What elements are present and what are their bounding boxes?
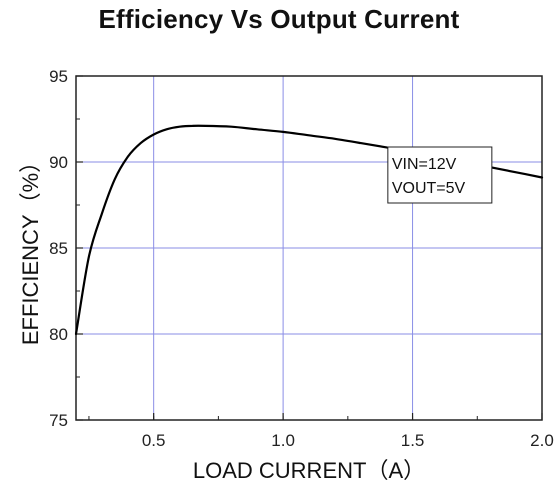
annotation-box: VIN=12V VOUT=5V	[387, 146, 493, 204]
annotation-line-vout: VOUT=5V	[392, 180, 466, 197]
x-axis-title: LOAD CURRENT（A）	[193, 458, 425, 483]
y-tick-label-2: 85	[49, 239, 68, 258]
x-tick-label-1: 1.0	[271, 431, 295, 450]
x-tick-label-2: 1.5	[401, 431, 425, 450]
y-tick-label-1: 80	[49, 325, 68, 344]
y-axis-title: EFFICIENCY（%）	[18, 151, 43, 345]
annotation-line-vin: VIN=12V	[392, 156, 457, 173]
y-tick-label-3: 90	[49, 153, 68, 172]
y-tick-label-0: 75	[49, 411, 68, 430]
chart-title: Efficiency Vs Output Current	[98, 4, 460, 34]
annotation-border	[387, 146, 493, 204]
tick-labels: 0.5 1.0 1.5 2.0 75 80 85 90 95	[49, 67, 554, 450]
axis-ticks	[76, 75, 543, 421]
x-tick-label-0: 0.5	[142, 431, 166, 450]
y-tick-label-4: 95	[49, 67, 68, 86]
grid-lines	[76, 76, 542, 420]
x-tick-label-3: 2.0	[530, 431, 554, 450]
